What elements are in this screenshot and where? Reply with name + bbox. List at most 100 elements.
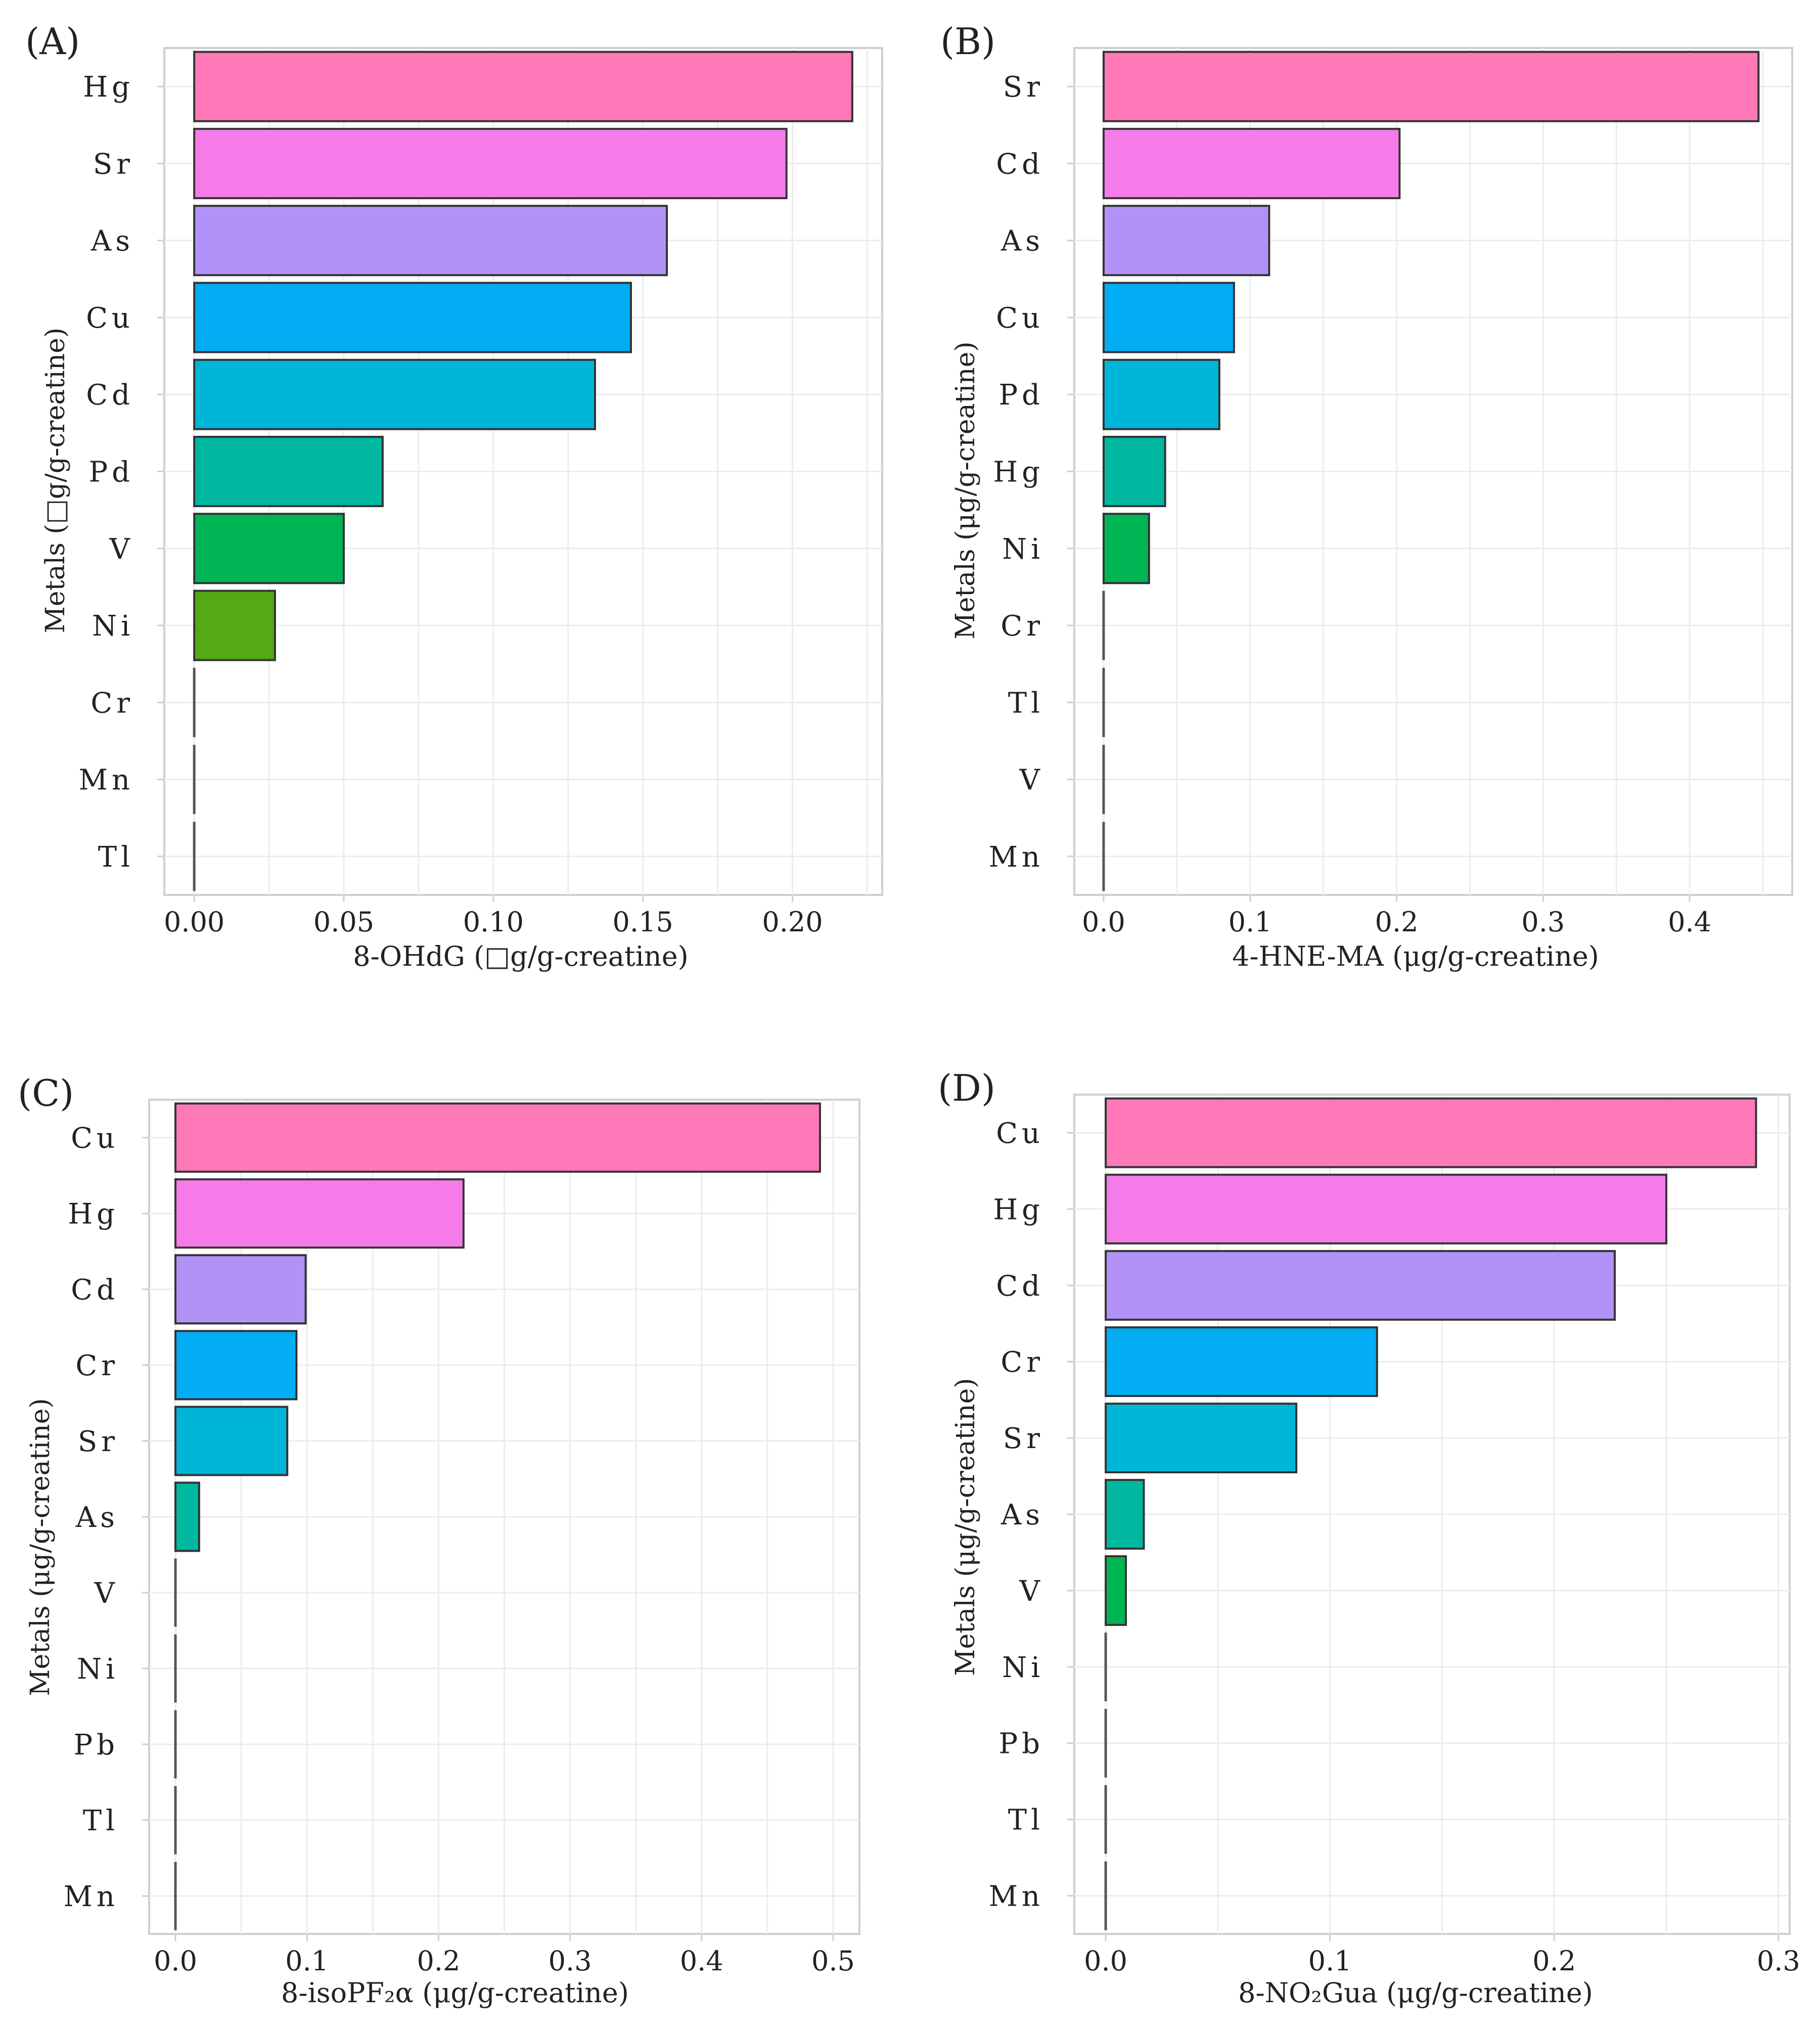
x-tick-label: 0.15 xyxy=(613,906,673,938)
bar-v xyxy=(193,513,345,584)
y-tick-label: Hg xyxy=(993,1193,1044,1226)
y-tick-label: Pb xyxy=(73,1729,119,1762)
y-tick-label: As xyxy=(90,225,134,258)
y-tick-label: Cr xyxy=(1000,1346,1044,1379)
x-tick-label: 0.4 xyxy=(680,1945,723,1977)
panel-b: (B) Metals (μg/g-creatine) Sr Cd As Cu Pd Hg N… xyxy=(910,0,1820,1011)
y-tick-label: Cd xyxy=(996,148,1044,181)
bar-cd xyxy=(174,1254,307,1325)
x-tick-label: 0.3 xyxy=(1521,906,1565,938)
x-tick-label: 0.1 xyxy=(1308,1945,1352,1977)
x-tick-label: 0.10 xyxy=(463,906,524,938)
bar-hg xyxy=(174,1178,465,1249)
bar-sr xyxy=(1102,51,1760,122)
y-tick-label: Hg xyxy=(993,456,1044,489)
x-tick-label: 0.0 xyxy=(154,1945,197,1977)
x-tick-label: 0.4 xyxy=(1668,906,1711,938)
panel-c: (C) Metals (μg/g-creatine) Cu Hg Cd Cr Sr As V… xyxy=(0,1052,910,2030)
y-tick-label: Cr xyxy=(75,1349,119,1382)
y-tick-label: Mn xyxy=(79,764,134,797)
panel-a-plot: Hg Sr As Cu Cd Pd V Ni Cr Mn Tl 0.00 0.05 0.10 0.15 0.2… xyxy=(79,47,883,938)
y-tick-label: Cu xyxy=(996,1117,1044,1150)
y-tick-label: V xyxy=(1019,764,1044,797)
y-tick-label: Cu xyxy=(996,302,1044,335)
y-tick-label: Pb xyxy=(998,1728,1044,1761)
bar-hg xyxy=(193,51,853,122)
y-tick-label: Cr xyxy=(1000,610,1044,643)
panel-a-label: (A) xyxy=(25,20,80,63)
x-tick-label: 0.0 xyxy=(1082,906,1125,938)
y-tick-label: Cd xyxy=(86,379,134,412)
x-tick-label: 0.2 xyxy=(1532,1945,1576,1977)
y-tick-label: Tl xyxy=(1008,687,1044,719)
y-tick-label: Mn xyxy=(989,1880,1044,1913)
y-tick-label: Ni xyxy=(92,610,134,643)
y-tick-label: As xyxy=(1000,1499,1044,1531)
bar-cu xyxy=(1105,1097,1757,1168)
panel-c-plot: Cu Hg Cd Cr Sr As V Ni Pb Tl Mn 0.0 0.1 0.2 0.3 0.4 0.5 xyxy=(64,1099,860,1977)
bar-as xyxy=(1102,205,1270,277)
x-tick-label: 0.2 xyxy=(1375,906,1419,938)
y-tick-label: Sr xyxy=(78,1425,119,1458)
panel-b-x-axis-label: 4-HNE-MA (μg/g-creatine) xyxy=(1232,940,1599,972)
panel-d-x-axis-label: 8-NO₂Gua (μg/g-creatine) xyxy=(1238,1977,1593,2009)
bar-ni xyxy=(1102,513,1150,584)
bar-v xyxy=(1105,1555,1127,1626)
y-tick-label: Pd xyxy=(88,456,134,489)
x-tick-label: 0.1 xyxy=(285,1945,329,1977)
y-tick-label: Mn xyxy=(989,841,1044,874)
y-tick-label: Hg xyxy=(68,1198,119,1231)
panel-d: (D) Metals (μg/g-creatine) Cu Hg Cd Cr Sr As V… xyxy=(910,1052,1820,2030)
x-tick-label: 0.3 xyxy=(1757,1945,1800,1977)
panel-b-plot: Sr Cd As Cu Pd Hg Ni Cr Tl V Mn 0.0 0.1 0.2 0.3 0.4 xyxy=(989,47,1793,938)
x-tick-label: 0.1 xyxy=(1228,906,1272,938)
x-tick-label: 0.2 xyxy=(417,1945,460,1977)
y-tick-label: As xyxy=(75,1501,119,1534)
bar-cu xyxy=(1102,282,1235,353)
bar-as xyxy=(174,1481,200,1552)
y-tick-label: Cu xyxy=(86,302,134,335)
y-tick-label: Mn xyxy=(64,1880,119,1913)
x-tick-label: 0.00 xyxy=(164,906,224,938)
y-tick-label: Ni xyxy=(1002,1651,1044,1684)
panel-c-x-axis-label: 8-isoPF₂α (μg/g-creatine) xyxy=(281,1977,629,2009)
y-tick-label: Sr xyxy=(1003,1422,1044,1455)
bar-hg xyxy=(1105,1174,1668,1245)
y-tick-label: Cd xyxy=(71,1274,119,1306)
y-tick-label: Cd xyxy=(996,1270,1044,1302)
y-tick-label: V xyxy=(94,1577,119,1610)
bar-cr xyxy=(174,1330,298,1401)
y-tick-label: As xyxy=(1000,225,1044,258)
bar-cd xyxy=(193,358,596,430)
bar-pd xyxy=(193,435,384,508)
bar-cu xyxy=(174,1102,821,1173)
panel-d-label: (D) xyxy=(938,1067,995,1109)
y-tick-label: Sr xyxy=(1003,71,1044,104)
y-tick-label: Hg xyxy=(83,71,134,104)
bar-pd xyxy=(1102,358,1220,430)
panel-a: (A) Metals (□g/g-creatine) Hg Sr As Cu Cd Pd V… xyxy=(0,0,910,1011)
x-tick-label: 0.5 xyxy=(811,1945,855,1977)
bar-cu xyxy=(193,282,632,353)
x-tick-label: 0.0 xyxy=(1084,1945,1127,1977)
panel-d-plot: Cu Hg Cd Cr Sr As V Ni Pb Tl Mn 0.0 0.1 0.2 0.3 xyxy=(989,1094,1800,1977)
y-tick-label: Tl xyxy=(83,1805,119,1837)
x-tick-label: 0.20 xyxy=(762,906,823,938)
bar-sr xyxy=(1105,1403,1298,1473)
y-tick-label: Sr xyxy=(93,148,134,181)
bar-cd xyxy=(1102,127,1401,199)
bar-as xyxy=(1105,1479,1145,1550)
bar-cd xyxy=(1105,1250,1616,1321)
bar-cr xyxy=(1105,1326,1378,1397)
panel-c-label: (C) xyxy=(18,1072,74,1114)
y-tick-label: Cu xyxy=(71,1122,119,1155)
x-tick-label: 0.3 xyxy=(549,1945,592,1977)
bar-hg xyxy=(1102,435,1166,508)
panel-b-label: (B) xyxy=(940,20,996,63)
y-tick-label: Tl xyxy=(98,841,134,874)
bar-sr xyxy=(174,1406,289,1476)
y-tick-label: Cr xyxy=(90,687,134,719)
y-tick-label: Pd xyxy=(998,379,1044,412)
y-tick-label: V xyxy=(109,533,134,566)
y-tick-label: Tl xyxy=(1008,1804,1044,1837)
